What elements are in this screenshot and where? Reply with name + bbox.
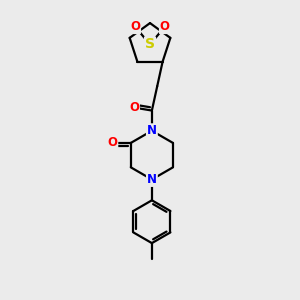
Text: N: N (147, 124, 157, 137)
Text: S: S (145, 38, 155, 52)
Text: O: O (160, 20, 170, 33)
Text: O: O (129, 101, 139, 114)
Text: O: O (107, 136, 117, 149)
Text: O: O (130, 20, 140, 33)
Text: N: N (147, 173, 157, 186)
